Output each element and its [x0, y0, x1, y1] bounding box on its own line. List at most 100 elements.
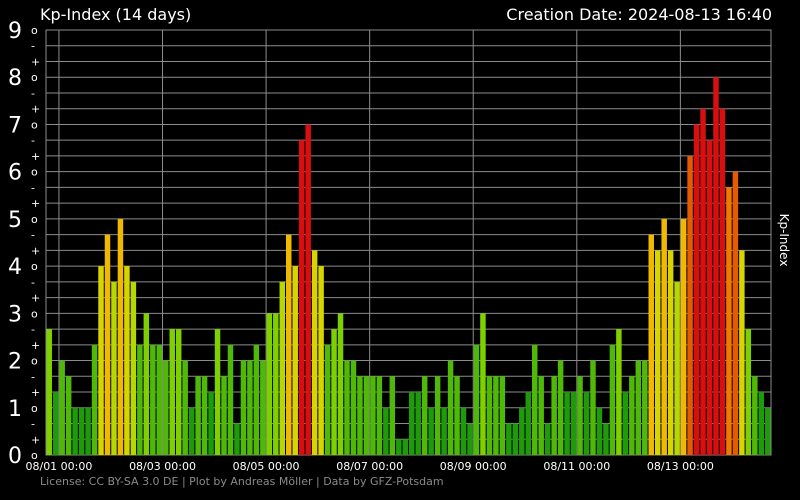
kp-bar: [65, 376, 72, 455]
kp-bar: [687, 155, 693, 455]
y-minor-mark: -: [31, 40, 35, 53]
kp-bar: [551, 376, 557, 455]
kp-bar: [512, 423, 519, 455]
kp-bar: [208, 392, 214, 455]
kp-bar: [331, 329, 337, 455]
x-tick-label: 08/01 00:00: [25, 460, 92, 473]
footer-credits: License: CC BY-SA 3.0 DE | Plot by Andre…: [40, 475, 444, 488]
kp-bar: [72, 407, 78, 455]
kp-bar: [648, 234, 654, 455]
kp-bar: [279, 281, 286, 455]
kp-bar: [661, 218, 667, 455]
kp-bar: [117, 218, 124, 455]
kp-bar: [544, 423, 551, 455]
kp-bar: [350, 360, 357, 455]
kp-bar: [583, 392, 590, 455]
kp-bar: [752, 376, 758, 455]
y-tick-label: 4: [8, 255, 22, 280]
kp-bar: [603, 423, 609, 455]
kp-bar: [253, 344, 260, 455]
kp-bar: [137, 344, 143, 455]
kp-bar: [130, 281, 137, 455]
kp-bar: [169, 329, 175, 455]
kp-bar: [739, 250, 745, 455]
kp-bar: [616, 329, 622, 455]
kp-bar: [59, 360, 65, 455]
y-tick-label: 7: [8, 113, 22, 138]
kp-bar: [188, 407, 195, 455]
y-minor-mark: +: [31, 292, 40, 305]
y-minor-mark: -: [31, 87, 35, 100]
kp-bar: [91, 344, 98, 455]
kp-bar: [693, 124, 700, 455]
creation-date: Creation Date: 2024-08-13 16:40: [506, 5, 772, 24]
y-minor-mark: o: [31, 307, 38, 320]
kp-bar: [52, 392, 59, 455]
kp-bar: [434, 376, 441, 455]
kp-bar: [454, 376, 460, 455]
kp-bar: [732, 171, 739, 456]
y-minor-mark: +: [31, 339, 40, 352]
kp-bar: [182, 360, 188, 455]
kp-bar: [467, 423, 473, 455]
kp-bar: [201, 376, 208, 455]
y-axis-title: Kp-Index: [777, 213, 791, 267]
y-tick-label: 0: [8, 444, 22, 469]
kp-bar: [124, 266, 130, 455]
y-minor-mark: o: [31, 24, 38, 37]
y-minor-mark: o: [31, 449, 38, 462]
kp-bar: [370, 376, 376, 455]
kp-bar: [428, 407, 434, 455]
y-tick-label: 3: [8, 302, 22, 327]
kp-bar: [337, 313, 344, 455]
kp-bar: [629, 376, 635, 455]
y-minor-mark: o: [31, 118, 38, 131]
x-tick-label: 08/07 00:00: [336, 460, 403, 473]
kp-bar: [234, 423, 240, 455]
kp-bar: [227, 344, 234, 455]
kp-bar: [363, 376, 370, 455]
kp-bar: [292, 266, 298, 455]
kp-bar: [409, 392, 415, 455]
y-axis: 0 o+1 o+-2 o+-3 o+-4 o+-5 o+-6 o+-7 o+-8 o+-9 o-: [8, 19, 40, 469]
y-minor-mark: -: [31, 276, 35, 289]
kp-bar: [674, 281, 680, 455]
kp-bar: [298, 140, 305, 456]
y-tick-label: 1: [8, 397, 22, 422]
kp-bar: [78, 407, 85, 455]
kp-bar: [311, 250, 318, 455]
kp-bar: [506, 423, 512, 455]
y-minor-mark: +: [31, 197, 40, 210]
y-minor-mark: -: [31, 370, 35, 383]
kp-bar: [104, 234, 111, 455]
y-tick-label: 2: [8, 350, 22, 375]
kp-bar: [318, 266, 324, 455]
x-tick-label: 08/03 00:00: [129, 460, 196, 473]
x-tick-label: 08/11 00:00: [543, 460, 610, 473]
kp-bar: [415, 392, 421, 455]
kp-bar: [221, 376, 227, 455]
plot-frame: [45, 29, 772, 456]
kp-bar: [305, 124, 311, 455]
kp-bar: [557, 360, 564, 455]
kp-bar: [590, 360, 596, 455]
kp-bar: [596, 407, 603, 455]
kp-bar: [706, 140, 713, 456]
kp-bar: [376, 376, 383, 455]
kp-bar: [654, 250, 661, 455]
kp-bar: [642, 360, 648, 455]
kp-bar: [680, 218, 687, 455]
x-tick-label: 08/13 00:00: [647, 460, 714, 473]
kp-bar: [519, 407, 525, 455]
kp-bar: [46, 329, 52, 455]
y-minor-mark: o: [31, 166, 38, 179]
y-minor-mark: o: [31, 402, 38, 415]
y-minor-mark: +: [31, 433, 40, 446]
kp-bar: [480, 313, 486, 455]
kp-bar: [357, 376, 363, 455]
x-axis: 08/01 00:00 08/03 00:00 08/05 00:00 08/07 0…: [25, 460, 713, 473]
chart-title: Kp-Index (14 days): [40, 5, 192, 24]
kp-bar: [570, 392, 577, 455]
kp-bar: [195, 376, 201, 455]
